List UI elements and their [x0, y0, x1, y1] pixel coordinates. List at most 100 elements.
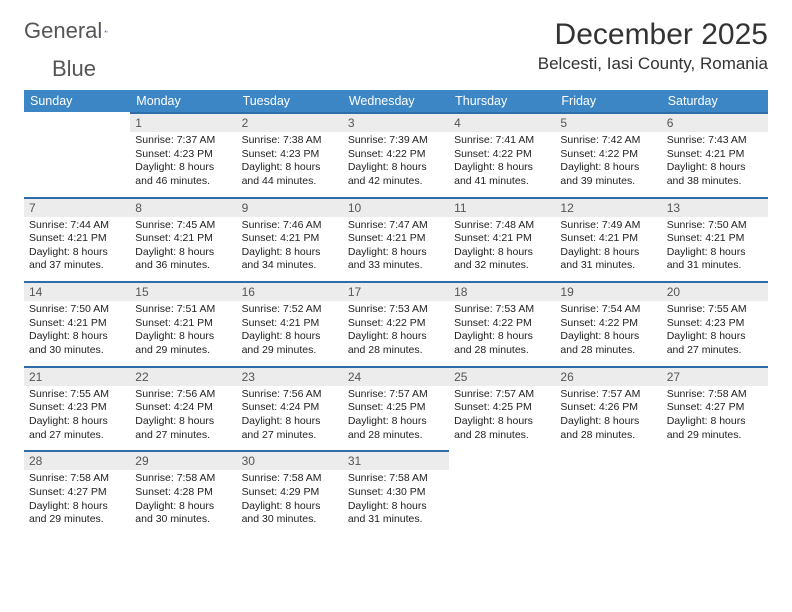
detail-line: Sunrise: 7:43 AM [667, 134, 763, 148]
day-cell: 18Sunrise: 7:53 AMSunset: 4:22 PMDayligh… [449, 281, 555, 366]
week-row: 14Sunrise: 7:50 AMSunset: 4:21 PMDayligh… [24, 281, 768, 366]
day-cell: 7Sunrise: 7:44 AMSunset: 4:21 PMDaylight… [24, 197, 130, 282]
detail-line: Daylight: 8 hours [242, 415, 338, 429]
detail-line: Sunset: 4:24 PM [242, 401, 338, 415]
day-number: 31 [343, 450, 449, 470]
detail-line: Sunset: 4:23 PM [667, 317, 763, 331]
detail-line: Sunset: 4:22 PM [348, 317, 444, 331]
detail-line: Sunrise: 7:57 AM [560, 388, 656, 402]
day-cell: 27Sunrise: 7:58 AMSunset: 4:27 PMDayligh… [662, 366, 768, 451]
detail-line: Daylight: 8 hours [135, 161, 231, 175]
detail-line: and 44 minutes. [242, 175, 338, 189]
detail-line: Sunset: 4:27 PM [667, 401, 763, 415]
detail-line: Sunset: 4:29 PM [242, 486, 338, 500]
detail-line: Sunset: 4:28 PM [135, 486, 231, 500]
day-detail: Sunrise: 7:41 AMSunset: 4:22 PMDaylight:… [449, 132, 555, 197]
detail-line: Sunset: 4:21 PM [135, 317, 231, 331]
detail-line: and 32 minutes. [454, 259, 550, 273]
detail-line: Sunrise: 7:53 AM [454, 303, 550, 317]
logo-word2: Blue [52, 56, 96, 82]
detail-line: Sunset: 4:21 PM [242, 317, 338, 331]
detail-line: Sunset: 4:26 PM [560, 401, 656, 415]
detail-line: Sunrise: 7:51 AM [135, 303, 231, 317]
detail-line: Daylight: 8 hours [560, 246, 656, 260]
day-detail: Sunrise: 7:52 AMSunset: 4:21 PMDaylight:… [237, 301, 343, 366]
detail-line: Daylight: 8 hours [667, 330, 763, 344]
day-cell: 23Sunrise: 7:56 AMSunset: 4:24 PMDayligh… [237, 366, 343, 451]
day-detail: Sunrise: 7:42 AMSunset: 4:22 PMDaylight:… [555, 132, 661, 197]
detail-line: Sunrise: 7:55 AM [667, 303, 763, 317]
day-detail [24, 132, 130, 142]
location-text: Belcesti, Iasi County, Romania [538, 54, 768, 74]
detail-line: Sunrise: 7:54 AM [560, 303, 656, 317]
day-number: 10 [343, 197, 449, 217]
day-number: 25 [449, 366, 555, 386]
day-detail: Sunrise: 7:38 AMSunset: 4:23 PMDaylight:… [237, 132, 343, 197]
day-number: 1 [130, 112, 236, 132]
detail-line: Daylight: 8 hours [135, 330, 231, 344]
day-detail [449, 470, 555, 480]
detail-line: Sunset: 4:25 PM [454, 401, 550, 415]
detail-line: Daylight: 8 hours [135, 500, 231, 514]
day-number: 24 [343, 366, 449, 386]
day-cell: 19Sunrise: 7:54 AMSunset: 4:22 PMDayligh… [555, 281, 661, 366]
sail-icon [104, 22, 108, 40]
day-cell [449, 450, 555, 535]
day-cell: 28Sunrise: 7:58 AMSunset: 4:27 PMDayligh… [24, 450, 130, 535]
day-detail: Sunrise: 7:46 AMSunset: 4:21 PMDaylight:… [237, 217, 343, 282]
day-cell: 14Sunrise: 7:50 AMSunset: 4:21 PMDayligh… [24, 281, 130, 366]
detail-line: and 27 minutes. [667, 344, 763, 358]
day-number: 28 [24, 450, 130, 470]
day-detail: Sunrise: 7:56 AMSunset: 4:24 PMDaylight:… [237, 386, 343, 451]
day-cell: 13Sunrise: 7:50 AMSunset: 4:21 PMDayligh… [662, 197, 768, 282]
day-detail: Sunrise: 7:49 AMSunset: 4:21 PMDaylight:… [555, 217, 661, 282]
day-detail: Sunrise: 7:55 AMSunset: 4:23 PMDaylight:… [24, 386, 130, 451]
detail-line: Daylight: 8 hours [667, 415, 763, 429]
day-detail: Sunrise: 7:47 AMSunset: 4:21 PMDaylight:… [343, 217, 449, 282]
detail-line: Sunset: 4:22 PM [560, 148, 656, 162]
detail-line: Daylight: 8 hours [454, 415, 550, 429]
detail-line: Sunrise: 7:47 AM [348, 219, 444, 233]
detail-line: Sunrise: 7:58 AM [135, 472, 231, 486]
day-cell: 31Sunrise: 7:58 AMSunset: 4:30 PMDayligh… [343, 450, 449, 535]
detail-line: Daylight: 8 hours [135, 415, 231, 429]
detail-line: Sunset: 4:21 PM [560, 232, 656, 246]
detail-line: Sunset: 4:21 PM [242, 232, 338, 246]
day-number: 15 [130, 281, 236, 301]
day-number [555, 450, 661, 470]
day-cell: 2Sunrise: 7:38 AMSunset: 4:23 PMDaylight… [237, 112, 343, 197]
detail-line: Sunrise: 7:46 AM [242, 219, 338, 233]
day-detail: Sunrise: 7:58 AMSunset: 4:29 PMDaylight:… [237, 470, 343, 535]
detail-line: and 37 minutes. [29, 259, 125, 273]
day-detail [555, 470, 661, 480]
day-number: 16 [237, 281, 343, 301]
day-number [662, 450, 768, 470]
day-number: 30 [237, 450, 343, 470]
detail-line: and 29 minutes. [667, 429, 763, 443]
detail-line: Sunset: 4:23 PM [242, 148, 338, 162]
weekday-sun: Sunday [24, 90, 130, 112]
day-cell: 12Sunrise: 7:49 AMSunset: 4:21 PMDayligh… [555, 197, 661, 282]
detail-line: Daylight: 8 hours [242, 330, 338, 344]
calendar-table: Sunday Monday Tuesday Wednesday Thursday… [24, 90, 768, 535]
day-detail: Sunrise: 7:54 AMSunset: 4:22 PMDaylight:… [555, 301, 661, 366]
day-number: 5 [555, 112, 661, 132]
detail-line: Daylight: 8 hours [348, 415, 444, 429]
detail-line: Sunrise: 7:39 AM [348, 134, 444, 148]
day-detail: Sunrise: 7:50 AMSunset: 4:21 PMDaylight:… [662, 217, 768, 282]
calendar-body: 1Sunrise: 7:37 AMSunset: 4:23 PMDaylight… [24, 112, 768, 535]
detail-line: Sunrise: 7:52 AM [242, 303, 338, 317]
day-cell: 26Sunrise: 7:57 AMSunset: 4:26 PMDayligh… [555, 366, 661, 451]
detail-line: Sunset: 4:21 PM [135, 232, 231, 246]
detail-line: Daylight: 8 hours [29, 415, 125, 429]
day-detail: Sunrise: 7:39 AMSunset: 4:22 PMDaylight:… [343, 132, 449, 197]
detail-line: Daylight: 8 hours [667, 246, 763, 260]
day-detail: Sunrise: 7:57 AMSunset: 4:26 PMDaylight:… [555, 386, 661, 451]
day-number: 26 [555, 366, 661, 386]
week-row: 28Sunrise: 7:58 AMSunset: 4:27 PMDayligh… [24, 450, 768, 535]
detail-line: and 41 minutes. [454, 175, 550, 189]
day-number: 6 [662, 112, 768, 132]
detail-line: and 27 minutes. [29, 429, 125, 443]
week-row: 21Sunrise: 7:55 AMSunset: 4:23 PMDayligh… [24, 366, 768, 451]
day-cell: 10Sunrise: 7:47 AMSunset: 4:21 PMDayligh… [343, 197, 449, 282]
